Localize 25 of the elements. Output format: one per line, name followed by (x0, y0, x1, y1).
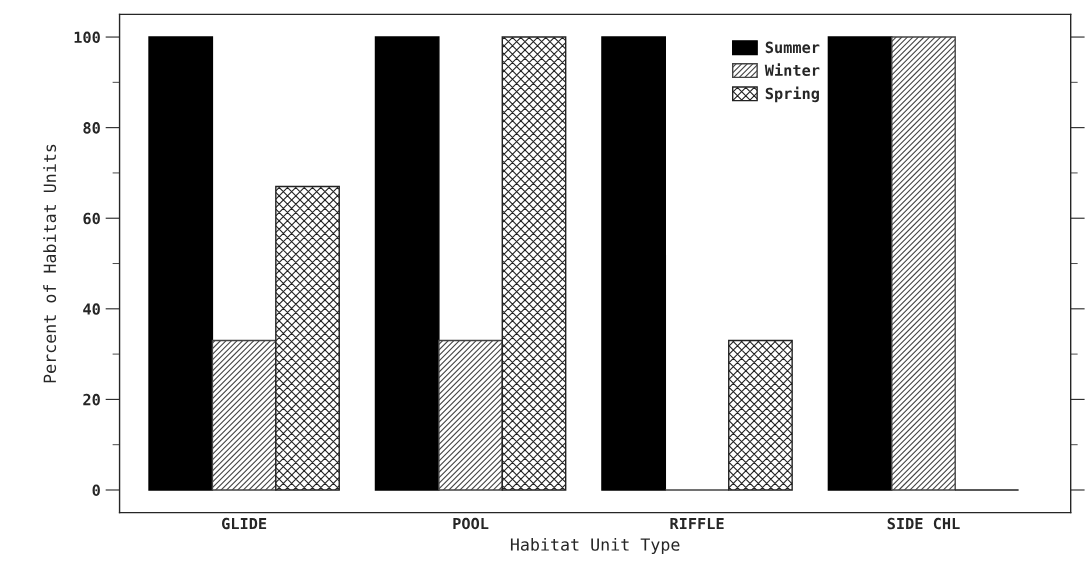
legend-label: Summer (765, 41, 820, 54)
bar (211, 339, 277, 491)
y-axis-title: Percent of Habitat Units (43, 144, 57, 383)
legend-label: Winter (764, 63, 820, 77)
x-tick-label: SIDE CHL (887, 517, 960, 530)
y-tick-label: 40 (83, 303, 100, 315)
x-tick-label: RIFFLE (670, 517, 724, 530)
legend-label: Spring (765, 86, 819, 103)
bar (438, 339, 503, 491)
bar (374, 36, 440, 491)
x-tick-label: POOL (453, 517, 489, 530)
y-tick-label: 60 (83, 212, 100, 225)
y-tick-label: 80 (83, 122, 100, 134)
y-tick-label: 0 (92, 484, 100, 497)
y-tick-label: 100 (74, 31, 100, 44)
y-tick-label: 20 (83, 393, 100, 406)
bar (728, 339, 793, 491)
bar (275, 185, 340, 491)
bar (501, 36, 567, 491)
bar (148, 36, 214, 491)
bar (601, 36, 667, 491)
bar (827, 36, 893, 491)
bar (891, 36, 956, 491)
x-axis-title: Habitat Unit Type (510, 537, 680, 555)
x-tick-label: GLIDE (222, 517, 267, 530)
